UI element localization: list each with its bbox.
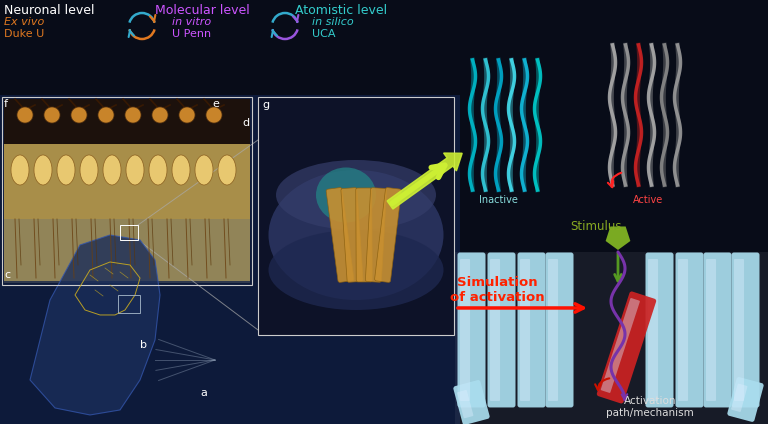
Text: Molecular level: Molecular level <box>155 4 250 17</box>
FancyBboxPatch shape <box>597 291 656 404</box>
Text: U Penn: U Penn <box>172 29 211 39</box>
FancyBboxPatch shape <box>645 252 674 407</box>
Text: b: b <box>140 340 147 350</box>
Ellipse shape <box>11 155 29 185</box>
FancyBboxPatch shape <box>453 380 490 424</box>
FancyBboxPatch shape <box>703 252 731 407</box>
FancyBboxPatch shape <box>460 259 470 401</box>
FancyBboxPatch shape <box>731 252 760 407</box>
FancyBboxPatch shape <box>458 252 485 407</box>
Bar <box>0 95 460 424</box>
FancyBboxPatch shape <box>548 259 558 401</box>
Ellipse shape <box>269 170 443 300</box>
FancyBboxPatch shape <box>356 188 372 282</box>
FancyBboxPatch shape <box>601 298 640 393</box>
FancyBboxPatch shape <box>457 390 473 418</box>
Bar <box>455 252 768 424</box>
Ellipse shape <box>126 155 144 185</box>
Bar <box>4 99 250 283</box>
Ellipse shape <box>276 160 436 230</box>
Text: g: g <box>262 100 269 110</box>
Circle shape <box>98 107 114 123</box>
FancyBboxPatch shape <box>734 259 744 401</box>
FancyBboxPatch shape <box>518 252 545 407</box>
FancyBboxPatch shape <box>520 259 530 401</box>
Text: Inactive: Inactive <box>478 195 518 205</box>
FancyBboxPatch shape <box>676 252 703 407</box>
FancyBboxPatch shape <box>545 252 574 407</box>
Circle shape <box>179 107 195 123</box>
Ellipse shape <box>218 155 236 185</box>
Ellipse shape <box>195 155 213 185</box>
FancyBboxPatch shape <box>648 259 658 401</box>
Circle shape <box>152 107 168 123</box>
Ellipse shape <box>172 155 190 185</box>
Text: Activation
path/mechanism: Activation path/mechanism <box>606 396 694 418</box>
Polygon shape <box>30 235 160 415</box>
Circle shape <box>125 107 141 123</box>
Bar <box>2 97 252 285</box>
Bar <box>118 295 140 313</box>
FancyBboxPatch shape <box>706 259 716 401</box>
Ellipse shape <box>316 167 376 223</box>
Text: e: e <box>212 99 219 109</box>
FancyBboxPatch shape <box>727 377 763 422</box>
Text: Active: Active <box>633 195 663 205</box>
Text: a: a <box>200 388 207 398</box>
FancyBboxPatch shape <box>366 188 386 282</box>
Text: Ex vivo: Ex vivo <box>4 17 45 27</box>
Ellipse shape <box>57 155 75 185</box>
Ellipse shape <box>103 155 121 185</box>
Text: Neuronal level: Neuronal level <box>4 4 94 17</box>
FancyBboxPatch shape <box>375 187 402 282</box>
Ellipse shape <box>149 155 167 185</box>
Text: Duke U: Duke U <box>4 29 45 39</box>
Bar <box>4 99 250 144</box>
Text: of activation: of activation <box>450 291 545 304</box>
Text: in vitro: in vitro <box>172 17 211 27</box>
Bar <box>4 144 250 219</box>
FancyBboxPatch shape <box>488 252 515 407</box>
Ellipse shape <box>80 155 98 185</box>
Bar <box>4 219 250 281</box>
Bar <box>120 225 138 240</box>
FancyBboxPatch shape <box>341 188 363 282</box>
Text: Atomistic level: Atomistic level <box>295 4 387 17</box>
Text: in silico: in silico <box>312 17 353 27</box>
Circle shape <box>44 107 60 123</box>
FancyBboxPatch shape <box>678 259 688 401</box>
Ellipse shape <box>269 230 443 310</box>
FancyBboxPatch shape <box>326 187 354 282</box>
Circle shape <box>206 107 222 123</box>
Circle shape <box>17 107 33 123</box>
Text: c: c <box>4 270 10 280</box>
FancyArrow shape <box>387 153 462 209</box>
Text: UCA: UCA <box>312 29 336 39</box>
Ellipse shape <box>34 155 52 185</box>
FancyBboxPatch shape <box>731 384 747 412</box>
Text: f: f <box>4 99 8 109</box>
Bar <box>258 97 454 335</box>
Text: d: d <box>242 118 249 128</box>
Text: Simulation: Simulation <box>457 276 538 289</box>
FancyBboxPatch shape <box>490 259 500 401</box>
Circle shape <box>71 107 87 123</box>
Text: Stimulus: Stimulus <box>570 220 621 234</box>
